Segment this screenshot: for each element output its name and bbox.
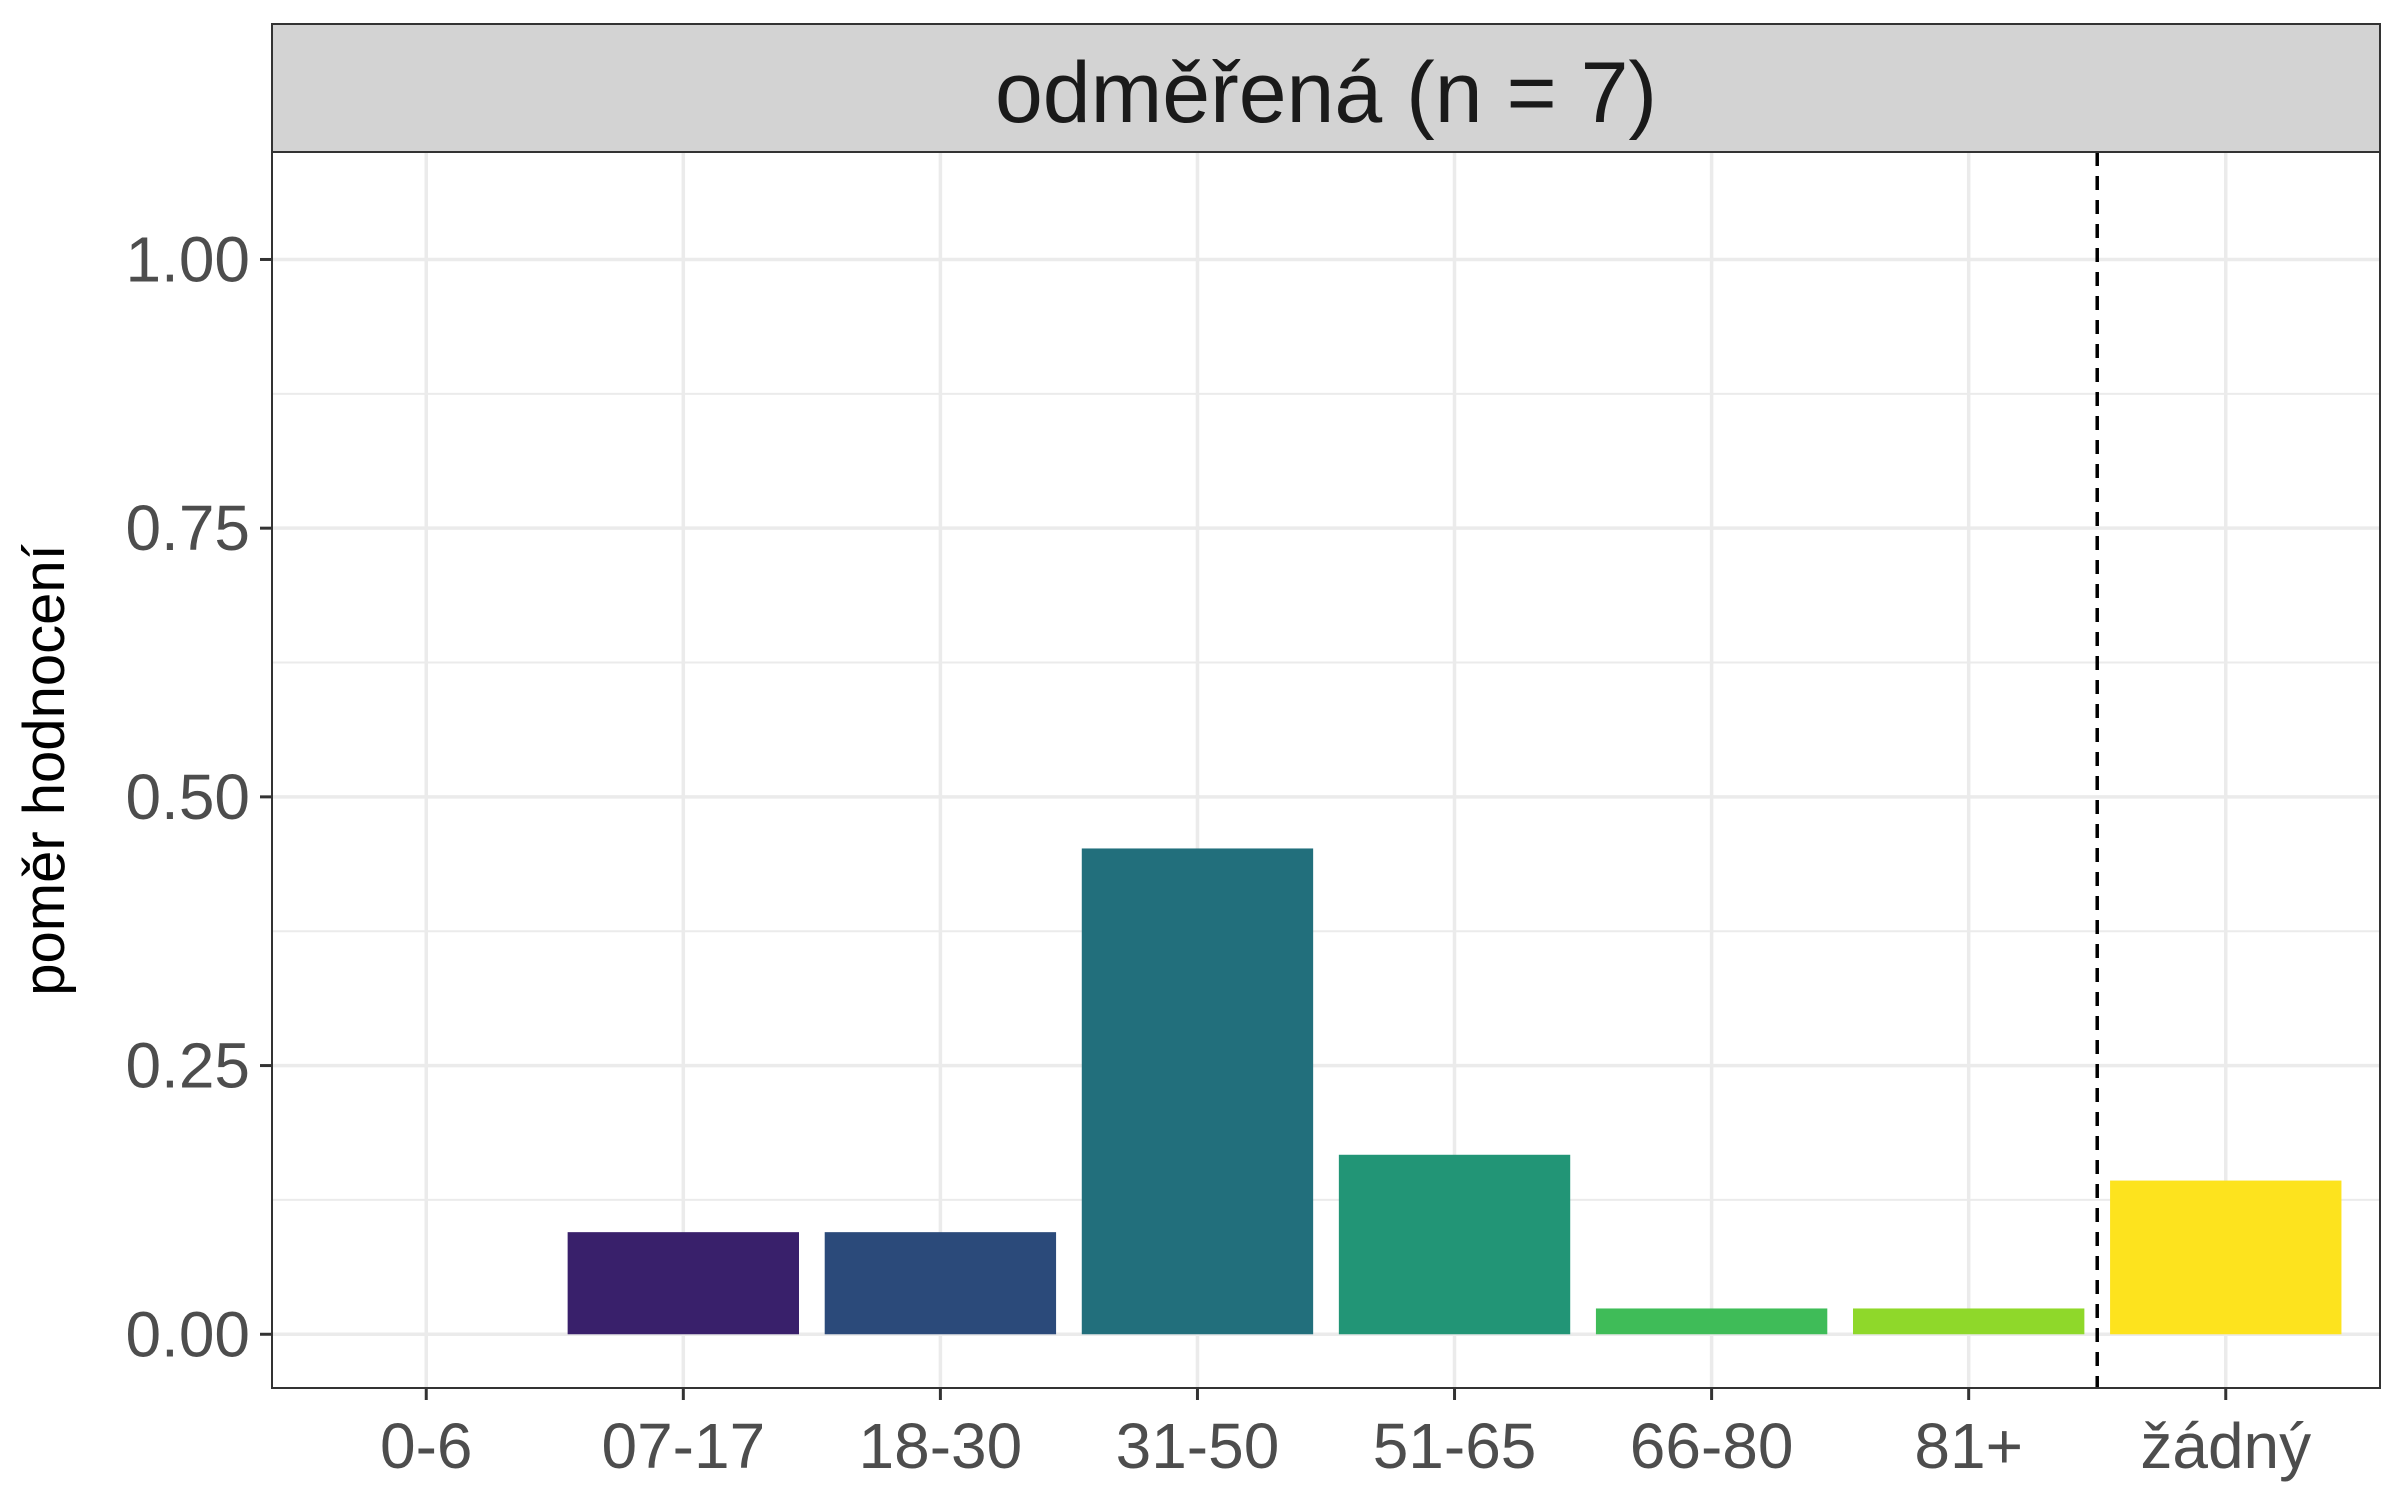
x-axis: 0-6 07-17 18-30 31-50 51-65 66-80 81+ žádný <box>380 1388 2311 1482</box>
y-tick-label: 1.00 <box>125 223 250 295</box>
panel-frame <box>271 151 2381 1389</box>
bar-31-50 <box>1081 848 1314 1335</box>
y-axis: 0.00 0.25 0.50 0.75 1.00 <box>125 223 272 1370</box>
bar-51-65 <box>1338 1154 1571 1335</box>
bar-žádný <box>2110 1180 2342 1335</box>
facet-strip: odměřená (n = 7) <box>271 23 2381 153</box>
x-tick-label: 51-65 <box>1373 1410 1537 1482</box>
y-tick-label: 0.75 <box>125 492 250 564</box>
y-tick-label: 0.50 <box>125 761 250 833</box>
x-tick-label: 18-30 <box>859 1410 1023 1482</box>
x-tick-label: 31-50 <box>1116 1410 1280 1482</box>
bar-07-17 <box>567 1232 799 1335</box>
x-tick-label: 66-80 <box>1630 1410 1794 1482</box>
bar-81+ <box>1853 1308 2085 1335</box>
x-tick-label: žádný <box>2140 1410 2311 1482</box>
y-axis-title: poměr hodnocení <box>12 544 77 995</box>
bars-layer <box>567 848 2342 1335</box>
facet-strip-background <box>271 23 2381 153</box>
bar-66-80 <box>1595 1308 1828 1335</box>
facet-title: odměřená (n = 7) <box>995 45 1657 141</box>
x-tick-label: 07-17 <box>601 1410 765 1482</box>
x-tick-label: 0-6 <box>380 1410 473 1482</box>
x-tick-label: 81+ <box>1914 1410 2023 1482</box>
y-tick-label: 0.00 <box>125 1298 250 1370</box>
bar-18-30 <box>824 1232 1057 1335</box>
grid-layer <box>272 152 2380 1388</box>
y-tick-label: 0.25 <box>125 1030 250 1102</box>
